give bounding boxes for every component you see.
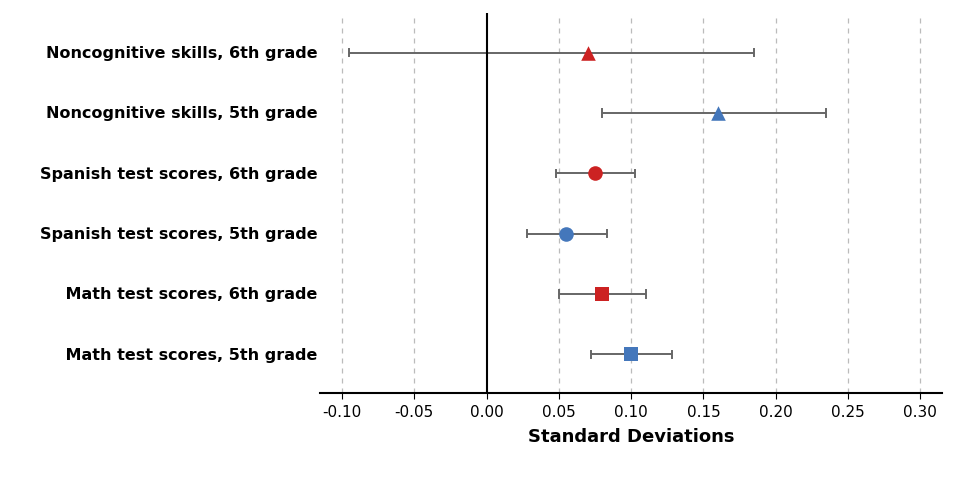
Text: Math test scores, 6th grade: Math test scores, 6th grade	[43, 287, 318, 302]
Text: Noncognitive skills, 6th grade: Noncognitive skills, 6th grade	[46, 46, 318, 61]
Text: Spanish test scores, 5th grade: Spanish test scores, 5th grade	[40, 227, 318, 241]
Point	[558, 230, 574, 238]
Text: Math test scores, 5th grade: Math test scores, 5th grade	[43, 347, 318, 362]
Point	[580, 50, 595, 58]
Point	[623, 350, 639, 358]
Point	[710, 110, 725, 118]
Point	[587, 170, 603, 178]
X-axis label: Standard Deviations: Standard Deviations	[528, 427, 734, 445]
Text: Spanish test scores, 6th grade: Spanish test scores, 6th grade	[40, 167, 318, 181]
Text: Noncognitive skills, 5th grade: Noncognitive skills, 5th grade	[46, 106, 318, 121]
Point	[594, 290, 610, 298]
